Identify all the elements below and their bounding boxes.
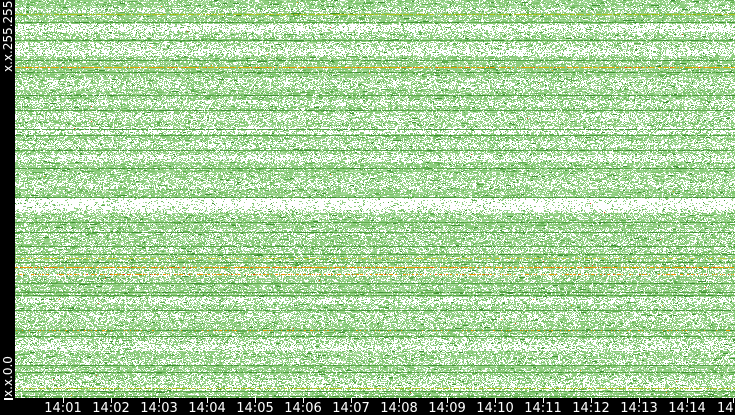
- y-axis-top-label: x.x.255.255: [1, 0, 15, 72]
- x-tick-label: 14:02: [92, 401, 130, 415]
- x-tick-label: 14:13: [620, 401, 658, 415]
- x-tick-label: 14:14: [668, 401, 706, 415]
- x-axis-tick: [447, 398, 448, 403]
- x-tick-label: 14: [717, 401, 734, 415]
- scatter-plot-canvas[interactable]: [15, 0, 735, 398]
- x-tick-label: 14:09: [428, 401, 466, 415]
- x-axis-tick: [639, 398, 640, 403]
- x-axis-tick: [303, 398, 304, 403]
- x-tick-label: 14:07: [332, 401, 370, 415]
- x-tick-label: 14:12: [572, 401, 610, 415]
- y-axis: x.x.255.255 x.x.0.0: [0, 0, 15, 398]
- x-tick-label: 14:03: [140, 401, 178, 415]
- x-axis-tick: [63, 398, 64, 403]
- x-axis-tick: [111, 398, 112, 403]
- x-tick-label: 14:08: [380, 401, 418, 415]
- x-tick-label: 14:11: [524, 401, 562, 415]
- x-axis-tick: [687, 398, 688, 403]
- x-axis: 14:01 14:02 14:03 14:04 14:05 14:06 14:07 14:08…: [0, 398, 735, 415]
- x-axis-tick: [351, 398, 352, 403]
- x-tick-label: 14:04: [188, 401, 226, 415]
- y-axis-bottom-label: x.x.0.0: [1, 356, 15, 397]
- x-tick-label: 14:10: [476, 401, 514, 415]
- x-axis-tick: [207, 398, 208, 403]
- x-tick-label: 14:01: [44, 401, 82, 415]
- x-axis-tick: [543, 398, 544, 403]
- x-axis-tick: [495, 398, 496, 403]
- y-axis-origin-tick: [4, 398, 13, 400]
- x-axis-tick: [733, 398, 734, 403]
- x-axis-tick: [591, 398, 592, 403]
- x-axis-tick: [255, 398, 256, 403]
- x-tick-label: 14:06: [284, 401, 322, 415]
- x-axis-tick: [399, 398, 400, 403]
- x-axis-tick: [159, 398, 160, 403]
- x-tick-label: 14:05: [236, 401, 274, 415]
